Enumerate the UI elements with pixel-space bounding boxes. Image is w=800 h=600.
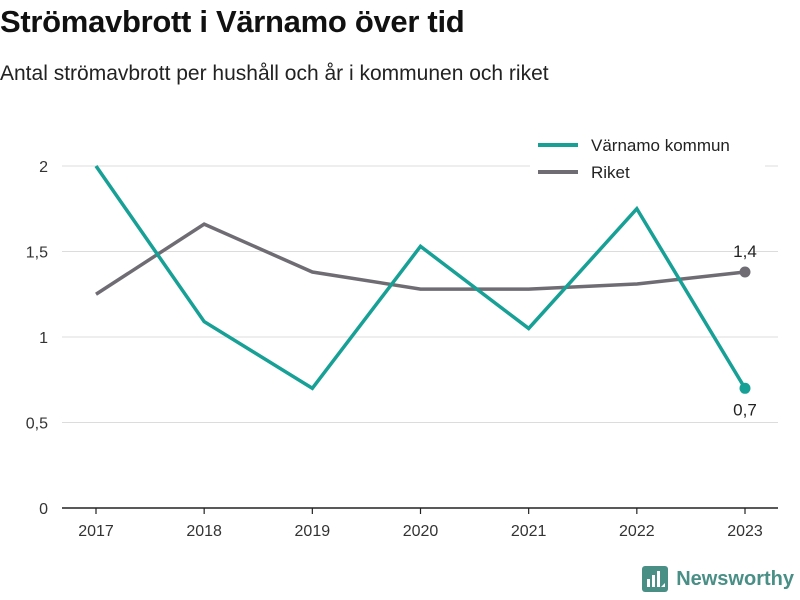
x-tick-label: 2022 — [619, 523, 655, 540]
newsworthy-logo-icon — [642, 566, 669, 592]
end-value-label: 0,7 — [733, 400, 757, 419]
y-tick-label: 0,5 — [26, 416, 48, 433]
x-tick-label: 2018 — [186, 523, 222, 540]
x-tick-label: 2017 — [78, 523, 114, 540]
legend-background — [530, 130, 765, 185]
legend-label: Riket — [591, 163, 630, 182]
series-line-riket — [95, 222, 746, 296]
series-line-varnamo — [94, 165, 747, 391]
brand: Newsworthy — [642, 566, 794, 592]
chart-subtitle: Antal strömavbrott per hushåll och år i … — [0, 62, 549, 85]
brand-name: Newsworthy — [676, 567, 794, 590]
y-tick-label: 1,5 — [26, 245, 48, 262]
end-point-marker — [739, 382, 751, 394]
y-tick-label: 1 — [39, 330, 48, 347]
x-tick-label: 2019 — [295, 523, 331, 540]
x-tick-label: 2023 — [727, 523, 763, 540]
end-value-label: 1,4 — [733, 242, 757, 261]
y-tick-label: 2 — [39, 159, 48, 176]
x-tick-label: 2021 — [511, 523, 547, 540]
end-point-marker — [739, 266, 751, 278]
legend: Värnamo kommun Riket — [530, 130, 765, 185]
legend-label: Värnamo kommun — [591, 136, 730, 155]
x-tick-label: 2020 — [403, 523, 439, 540]
y-tick-label: 0 — [39, 501, 48, 518]
chart-title: Strömavbrott i Värnamo över tid — [0, 4, 465, 39]
